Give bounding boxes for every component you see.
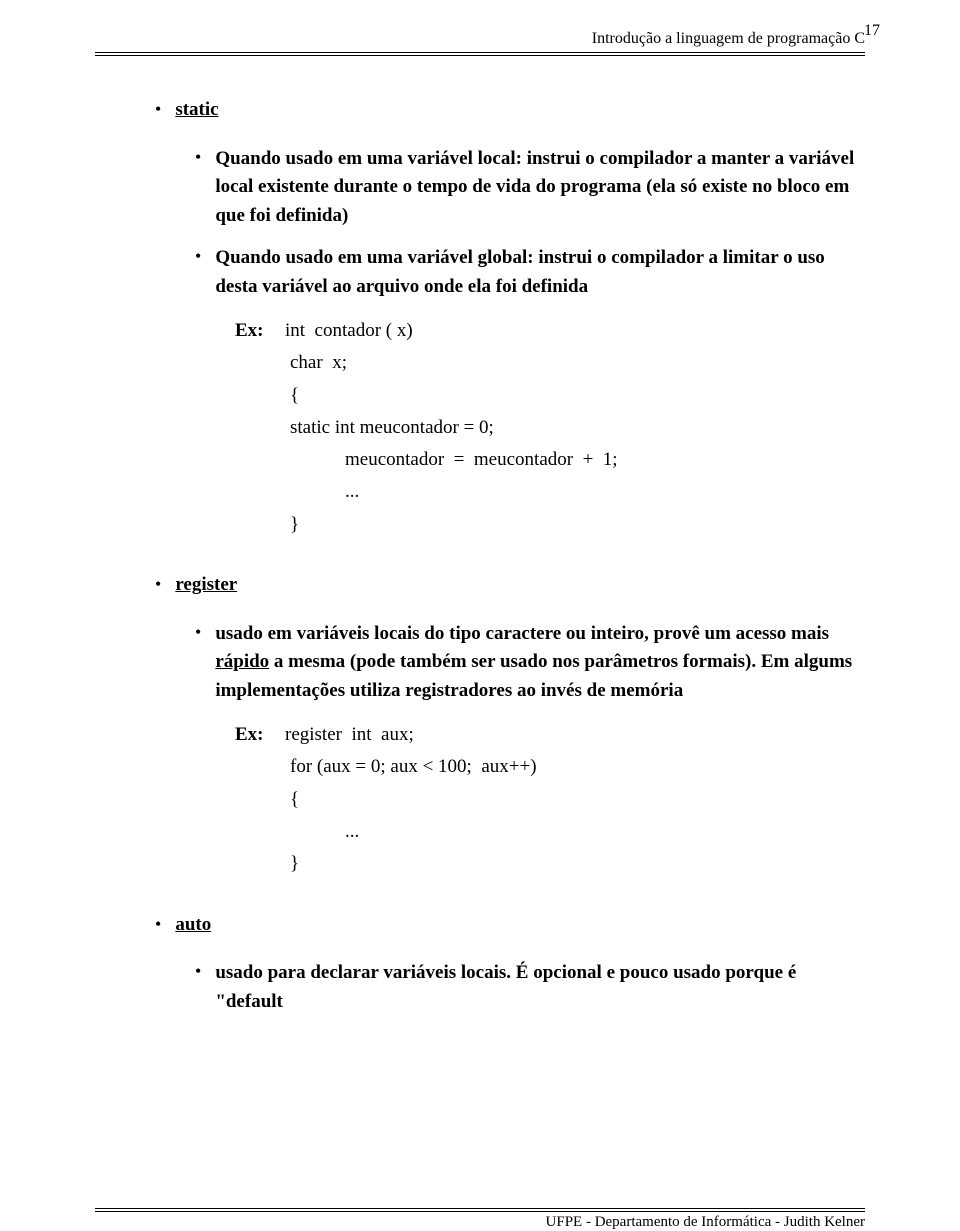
text-post: a mesma (pode também ser usado nos parâm… xyxy=(215,651,852,701)
static-point-2-text: Quando usado em uma variável global: ins… xyxy=(215,244,865,301)
code-line: } xyxy=(290,848,865,880)
footer-rule xyxy=(95,1208,865,1212)
section-heading-register: • register xyxy=(155,571,865,600)
register-code-block: Ex:register int aux; for (aux = 0; aux <… xyxy=(235,719,865,880)
page-content: Introdução a linguagem de programação C … xyxy=(0,0,960,1231)
code-line: meucontador = meucontador + 1; xyxy=(345,444,865,476)
code-line: Ex:int contador ( x) xyxy=(235,315,865,347)
static-point-2: • Quando usado em uma variável global: i… xyxy=(195,244,865,301)
auto-point-1-text: usado para declarar variáveis locais. É … xyxy=(215,959,865,1016)
ex-label: Ex: xyxy=(235,719,285,751)
code-text: int contador ( x) xyxy=(285,320,413,341)
auto-point-1: • usado para declarar variáveis locais. … xyxy=(195,959,865,1016)
static-point-1: • Quando usado em uma variável local: in… xyxy=(195,145,865,231)
code-line: ... xyxy=(345,476,865,508)
header-rule xyxy=(95,52,865,56)
code-text: register int aux; xyxy=(285,724,414,745)
register-point-1: • usado em variáveis locais do tipo cara… xyxy=(195,620,865,706)
code-line: { xyxy=(290,784,865,816)
code-line: Ex:register int aux; xyxy=(235,719,865,751)
code-line: } xyxy=(290,509,865,541)
text-pre: usado em variáveis locais do tipo caract… xyxy=(215,623,829,644)
page-header: Introdução a linguagem de programação C … xyxy=(95,30,865,48)
code-line: for (aux = 0; aux < 100; aux++) xyxy=(290,751,865,783)
footer-text: UFPE - Departamento de Informática - Jud… xyxy=(95,1214,865,1231)
header-title: Introdução a linguagem de programação C xyxy=(592,30,865,47)
page-number: 17 xyxy=(864,22,880,40)
section-label: static xyxy=(175,96,218,125)
ex-label: Ex: xyxy=(235,315,285,347)
section-static: • static • Quando usado em uma variável … xyxy=(155,96,865,541)
text-underline: rápido xyxy=(215,651,269,672)
static-code-block: Ex:int contador ( x) char x; { static in… xyxy=(235,315,865,541)
section-register: • register • usado em variáveis locais d… xyxy=(155,571,865,880)
code-line: { xyxy=(290,380,865,412)
bullet-icon: • xyxy=(195,620,201,645)
section-label: auto xyxy=(175,911,211,940)
register-point-1-text: usado em variáveis locais do tipo caract… xyxy=(215,620,865,706)
section-auto: • auto • usado para declarar variáveis l… xyxy=(155,911,865,1017)
page-footer: UFPE - Departamento de Informática - Jud… xyxy=(95,1208,865,1231)
code-line: char x; xyxy=(290,347,865,379)
bullet-icon: • xyxy=(195,145,201,170)
bullet-icon: • xyxy=(155,572,161,597)
bullet-icon: • xyxy=(155,97,161,122)
code-line: static int meucontador = 0; xyxy=(290,412,865,444)
static-point-1-text: Quando usado em uma variável local: inst… xyxy=(215,145,865,231)
section-label: register xyxy=(175,571,237,600)
bullet-icon: • xyxy=(195,959,201,984)
code-line: ... xyxy=(345,816,865,848)
section-heading-static: • static xyxy=(155,96,865,125)
section-heading-auto: • auto xyxy=(155,911,865,940)
bullet-icon: • xyxy=(195,244,201,269)
bullet-icon: • xyxy=(155,912,161,937)
